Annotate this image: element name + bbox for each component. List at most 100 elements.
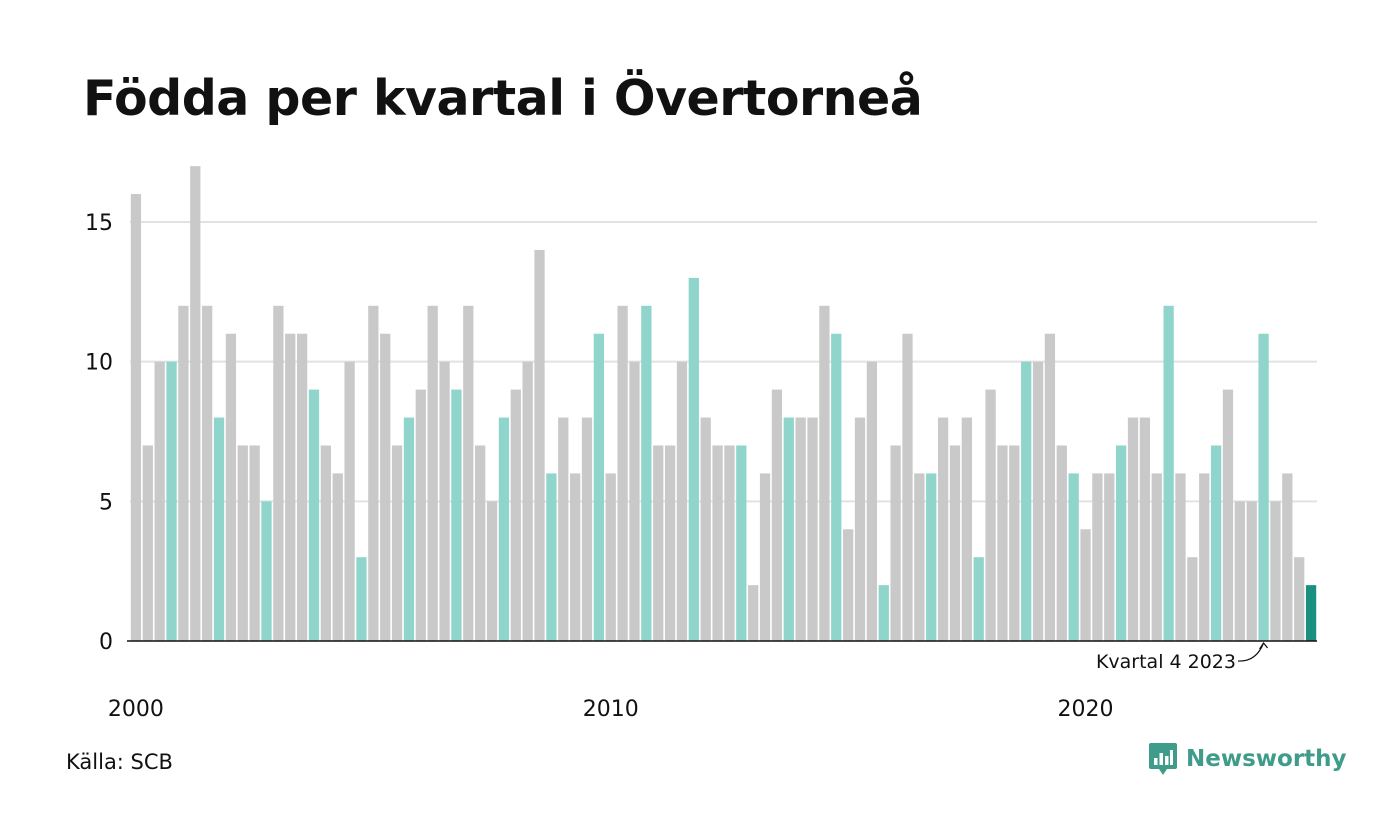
bar (1151, 473, 1162, 641)
bar (1068, 473, 1079, 641)
bar (1234, 501, 1245, 641)
bar (368, 305, 379, 641)
bar (854, 417, 866, 641)
bar (973, 557, 984, 641)
annotation-arrow (1237, 642, 1265, 662)
bar (1163, 305, 1174, 641)
bar (1139, 417, 1151, 641)
bar (1246, 501, 1257, 641)
x-axis-labels: 2000 2010 2020 (108, 697, 1114, 722)
bar (415, 389, 426, 641)
bar (581, 417, 593, 641)
y-tick-label: 0 (99, 630, 113, 655)
bar (1056, 445, 1067, 641)
bar (890, 445, 901, 641)
bar (166, 361, 177, 641)
bar (427, 305, 438, 641)
bar (1199, 473, 1210, 641)
y-tick-label: 10 (85, 351, 113, 376)
bar (593, 333, 604, 641)
bar (522, 361, 533, 641)
bar (1021, 361, 1032, 641)
y-tick-label: 5 (99, 490, 113, 515)
bar (866, 361, 878, 641)
bar (676, 361, 688, 641)
bar (843, 529, 854, 641)
bar (949, 445, 961, 641)
bar (190, 166, 201, 641)
bar (261, 501, 272, 641)
bar (569, 473, 581, 641)
x-tick-label: 2010 (583, 697, 639, 722)
bar (225, 333, 237, 641)
annotation-label: Kvartal 4 2023 (1096, 651, 1236, 673)
bar (1187, 557, 1198, 641)
y-axis-labels: 0 5 10 15 (85, 211, 113, 655)
bar (617, 305, 628, 641)
brand-name: Newsworthy (1186, 746, 1347, 772)
bar (403, 417, 415, 641)
bar (356, 557, 367, 641)
bar (937, 417, 949, 641)
bar (807, 417, 818, 641)
bar (1116, 445, 1127, 641)
bar (178, 305, 189, 641)
grid-lines (130, 221, 1317, 503)
bar (1092, 473, 1103, 641)
bar (558, 417, 569, 641)
bar (1282, 473, 1293, 641)
bar (1044, 333, 1056, 641)
bar-chart: 0 5 10 15 2000 2010 2020 Kvartal 4 2023 (85, 166, 1317, 722)
annotation-arrowhead (1259, 641, 1269, 650)
bar (783, 417, 794, 641)
bar (1127, 417, 1139, 641)
bar (700, 417, 711, 641)
bar (463, 305, 474, 641)
bar (1032, 361, 1044, 641)
bar (985, 389, 996, 641)
bar (1080, 529, 1091, 641)
bar (130, 194, 142, 642)
bar (142, 445, 153, 641)
bar (831, 333, 842, 641)
bar (510, 389, 521, 641)
annotation: Kvartal 4 2023 (1096, 641, 1269, 673)
bar (771, 389, 783, 641)
bar (1104, 473, 1115, 641)
bar (1222, 389, 1234, 641)
bar (498, 417, 510, 641)
bar (653, 445, 664, 641)
bar (819, 305, 830, 641)
bar (748, 585, 759, 641)
bar (1305, 585, 1317, 641)
newsworthy-logo-icon (1149, 743, 1177, 775)
y-tick-label: 15 (85, 211, 113, 236)
bar (914, 473, 925, 641)
bar (308, 389, 320, 641)
bar (688, 277, 699, 641)
bar (1270, 501, 1281, 641)
bar (475, 445, 486, 641)
x-tick-label: 2000 (108, 697, 164, 722)
bar (795, 417, 806, 641)
x-tick-label: 2020 (1058, 697, 1114, 722)
bar (1175, 473, 1186, 641)
bar (486, 501, 498, 641)
bar (154, 361, 165, 641)
bar (332, 473, 343, 641)
bar (273, 305, 284, 641)
bar (451, 389, 462, 641)
bar (237, 445, 248, 641)
bar (213, 417, 225, 641)
bar (736, 445, 747, 641)
bar (296, 333, 308, 641)
bar (997, 445, 1008, 641)
bar (1294, 557, 1305, 641)
bar (759, 473, 771, 641)
bar (641, 305, 652, 641)
bar (712, 445, 723, 641)
source-note: Källa: SCB (66, 750, 173, 774)
bar (249, 445, 260, 641)
bar (344, 361, 355, 641)
bar (1258, 333, 1269, 641)
